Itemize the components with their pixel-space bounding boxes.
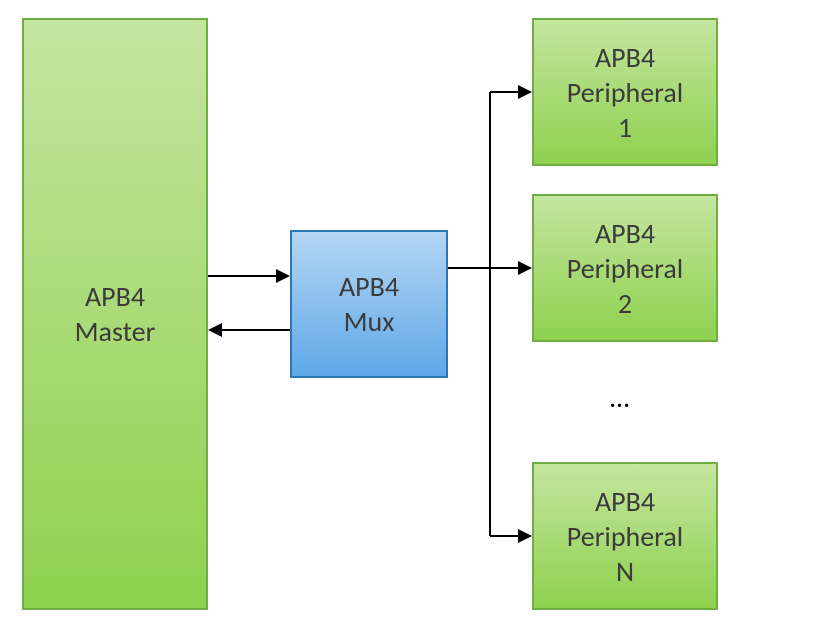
pN-line3: N [616, 554, 634, 589]
p2-line3: 2 [618, 286, 632, 321]
mux-block: APB4 Mux [290, 230, 448, 378]
p2-line2: Peripheral [567, 251, 683, 286]
ellipsis-icon: … [610, 380, 631, 415]
master-line1: APB4 [85, 279, 145, 314]
peripheral-1-block: APB4 Peripheral 1 [532, 18, 718, 166]
pN-line1: APB4 [595, 484, 655, 519]
peripheral-2-block: APB4 Peripheral 2 [532, 194, 718, 342]
p1-line1: APB4 [595, 40, 655, 75]
p2-line1: APB4 [595, 216, 655, 251]
master-block: APB4 Master [22, 18, 208, 610]
pN-line2: Peripheral [567, 519, 683, 554]
master-line2: Master [75, 314, 156, 349]
peripheral-n-block: APB4 Peripheral N [532, 462, 718, 610]
p1-line2: Peripheral [567, 75, 683, 110]
mux-line2: Mux [344, 304, 395, 339]
p1-line3: 1 [618, 110, 632, 145]
mux-line1: APB4 [339, 269, 399, 304]
